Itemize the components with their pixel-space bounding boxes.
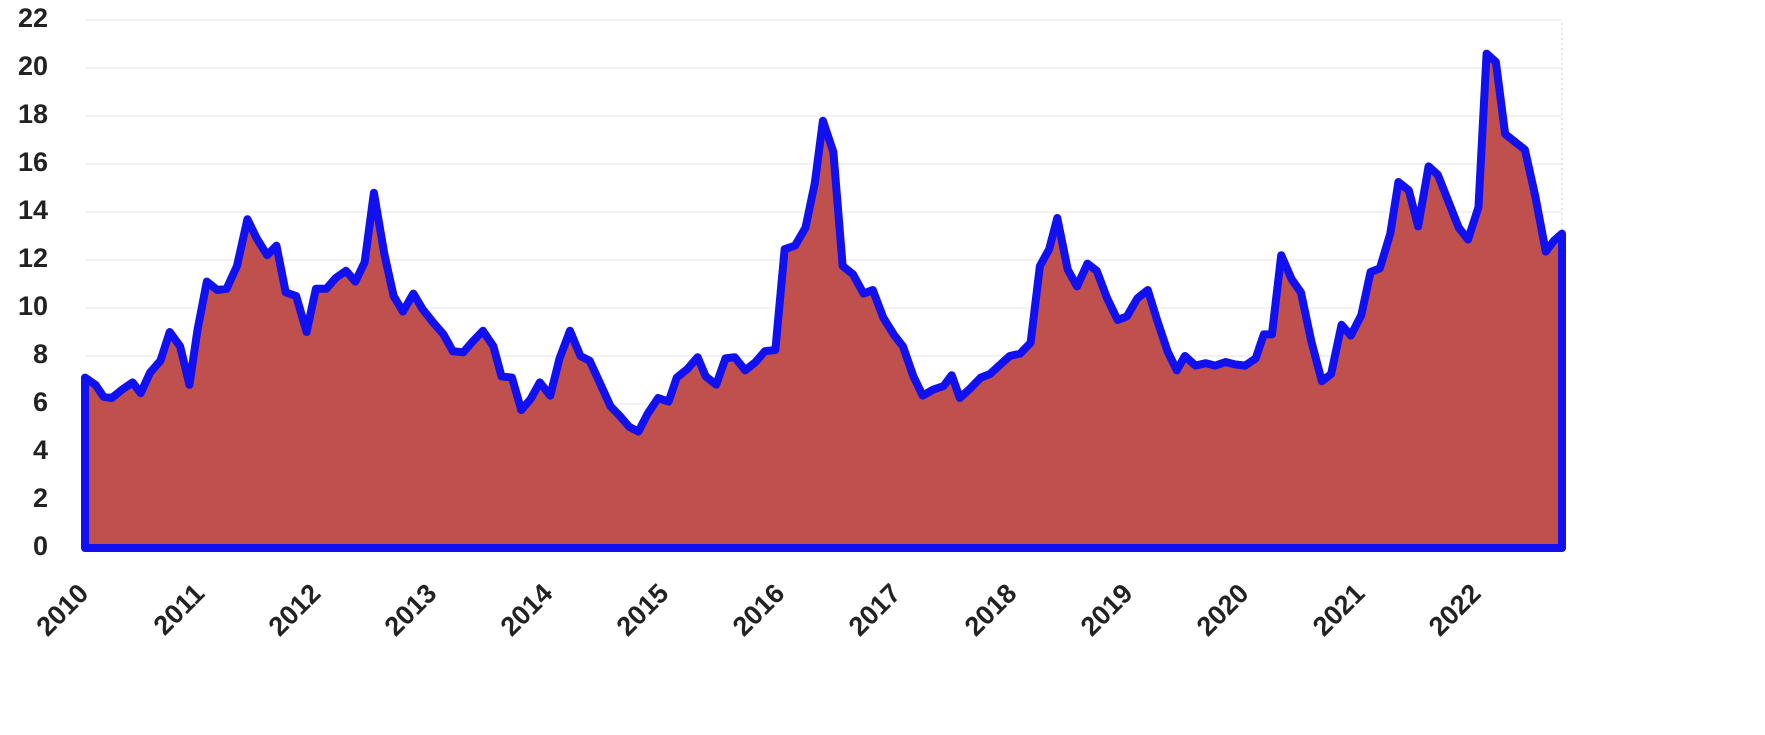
y-tick-label: 20	[18, 51, 48, 81]
x-tick-label: 2014	[495, 578, 559, 642]
x-tick-label: 2019	[1075, 578, 1139, 642]
area	[81, 49, 1566, 552]
x-tick-label: 2017	[843, 578, 907, 642]
y-tick-label: 14	[18, 195, 48, 225]
x-tick-label: 2016	[727, 578, 791, 642]
x-tick-label: 2011	[148, 578, 211, 641]
x-tick-label: 2022	[1423, 578, 1487, 642]
y-tick-label: 12	[18, 243, 48, 273]
y-tick-label: 4	[33, 435, 48, 465]
y-tick-label: 22	[18, 3, 48, 33]
x-tick-label: 2010	[31, 578, 95, 642]
y-tick-label: 2	[33, 483, 48, 513]
y-tick-label: 10	[18, 291, 48, 321]
y-tick-label: 16	[18, 147, 48, 177]
y-tick-label: 8	[33, 339, 48, 369]
y-tick-label: 0	[33, 531, 48, 561]
x-tick-label: 2015	[611, 578, 675, 642]
x-tick-label: 2018	[959, 578, 1023, 642]
x-tick-label: 2012	[263, 578, 327, 642]
x-tick-label: 2013	[379, 578, 443, 642]
x-tick-label: 2021	[1307, 578, 1371, 642]
x-tick-label: 2020	[1191, 578, 1255, 642]
y-tick-label: 6	[33, 387, 48, 417]
y-tick-label: 18	[18, 99, 48, 129]
